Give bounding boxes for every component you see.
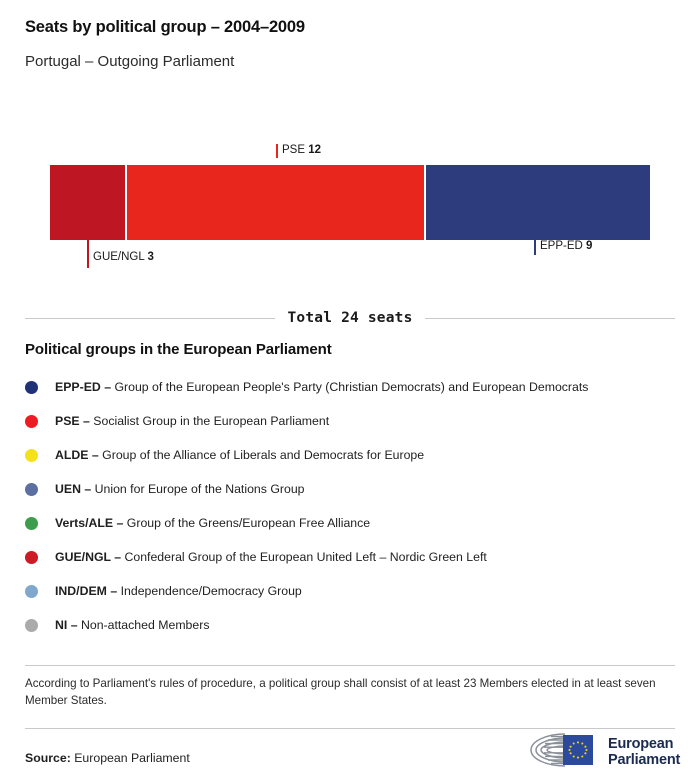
legend-color-dot-icon xyxy=(25,414,38,428)
page-subtitle: Portugal – Outgoing Parliament xyxy=(25,53,235,70)
legend-item-label: ALDE – Group of the Alliance of Liberals… xyxy=(55,447,425,462)
page-title: Seats by political group – 2004–2009 xyxy=(25,18,305,36)
legend-color-dot-icon xyxy=(25,584,38,598)
legend-item-label: UEN – Union for Europe of the Nations Gr… xyxy=(55,481,305,496)
legend-item-label: IND/DEM – Independence/Democracy Group xyxy=(55,583,302,598)
legend-item-label: PSE – Socialist Group in the European Pa… xyxy=(55,413,330,428)
divider-rule-right xyxy=(424,317,675,319)
source-value: European Parliament xyxy=(74,751,190,765)
logo-line-2: Parliament xyxy=(608,752,681,768)
legend-color-dot-icon xyxy=(25,482,38,496)
legend-item-ind-dem[interactable]: IND/DEM – Independence/Democracy Group xyxy=(25,574,680,608)
legend-color-dot-icon xyxy=(25,380,38,394)
logo-wordmark: European Parliament xyxy=(608,736,680,768)
source-line: Source: European Parliament xyxy=(25,751,190,765)
hemicycle-flag-icon xyxy=(525,730,601,775)
total-seats-label: Total 24 seats xyxy=(287,310,413,326)
source-label: Source: xyxy=(25,751,71,765)
callout-label-epp-ed: EPP-ED 9 xyxy=(540,240,593,252)
stacked-bar xyxy=(50,165,650,240)
footnote-rule-top xyxy=(25,665,675,666)
legend-color-dot-icon xyxy=(25,516,38,530)
seats-bar-chart: PSE 12 EPP-ED 9 GUE/NGL 3 xyxy=(0,140,700,285)
callout-label-pse: PSE 12 xyxy=(282,144,322,156)
bar-segment-pse[interactable] xyxy=(124,165,424,240)
legend-item-ni[interactable]: NI – Non-attached Members xyxy=(25,608,680,642)
legend-item-label: Verts/ALE – Group of the Greens/European… xyxy=(55,515,371,530)
legend-item-pse[interactable]: PSE – Socialist Group in the European Pa… xyxy=(25,404,680,438)
callout-tick-pse xyxy=(276,144,278,158)
total-divider: Total 24 seats xyxy=(25,310,675,326)
footnote-rule-bottom xyxy=(25,728,675,729)
bar-segment-gue-ngl[interactable] xyxy=(50,165,125,240)
legend-item-verts-ale[interactable]: Verts/ALE – Group of the Greens/European… xyxy=(25,506,680,540)
callout-label-gue-ngl: GUE/NGL 3 xyxy=(93,251,154,263)
legend-item-alde[interactable]: ALDE – Group of the Alliance of Liberals… xyxy=(25,438,680,472)
bar-segment-epp-ed[interactable] xyxy=(423,165,650,240)
legend-list: EPP-ED – Group of the European People's … xyxy=(25,370,680,642)
callout-tick-epp-ed xyxy=(534,237,536,255)
legend-item-gue-ngl[interactable]: GUE/NGL – Confederal Group of the Europe… xyxy=(25,540,680,574)
chart-header: Seats by political group – 2004–2009 Por… xyxy=(25,16,675,72)
legend-color-dot-icon xyxy=(25,448,38,462)
logo-line-1: European xyxy=(608,736,674,752)
legend-heading: Political groups in the European Parliam… xyxy=(25,341,332,358)
legend-item-epp-ed[interactable]: EPP-ED – Group of the European People's … xyxy=(25,370,680,404)
legend-item-label: GUE/NGL – Confederal Group of the Europe… xyxy=(55,549,487,564)
legend-item-uen[interactable]: UEN – Union for Europe of the Nations Gr… xyxy=(25,472,680,506)
callout-tick-gue-ngl xyxy=(87,240,89,268)
legend-item-label: EPP-ED – Group of the European People's … xyxy=(55,379,589,394)
legend-item-label: NI – Non-attached Members xyxy=(55,617,210,632)
divider-rule-left xyxy=(25,317,276,319)
legend-color-dot-icon xyxy=(25,618,38,632)
legend-color-dot-icon xyxy=(25,550,38,564)
european-parliament-logo: European Parliament xyxy=(525,729,680,775)
footnote-text: According to Parliament's rules of proce… xyxy=(25,677,656,707)
